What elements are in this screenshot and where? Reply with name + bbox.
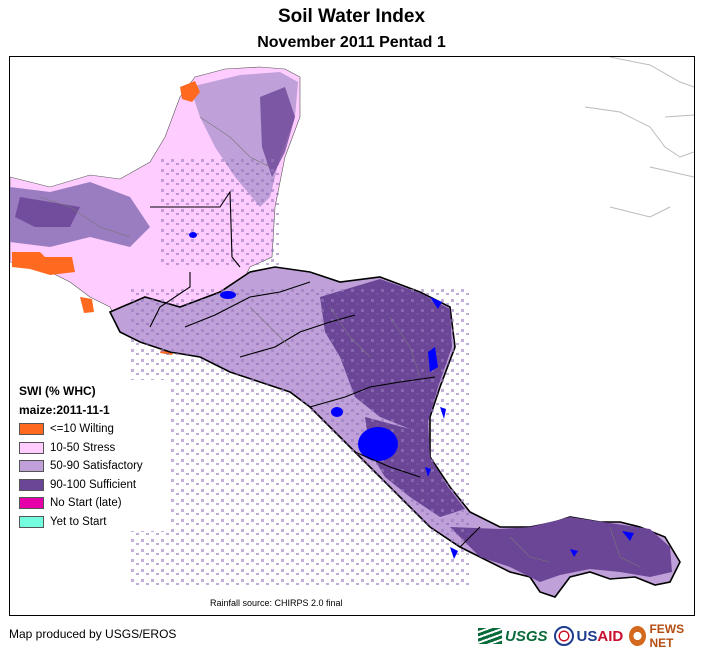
map-subtitle: November 2011 Pentad 1 — [257, 34, 446, 51]
legend-title: SWI (% WHC) — [19, 384, 96, 398]
legend-label: 10-50 Stress — [50, 441, 116, 454]
legend-item-sufficient: 90-100 Sufficient — [19, 476, 169, 495]
water-bodies — [189, 232, 634, 559]
legend-swatch — [19, 441, 44, 454]
region-west-sufficient — [15, 197, 80, 227]
usaid-text-prefix: US — [576, 627, 598, 645]
map-title: Soil Water Index — [277, 6, 426, 27]
country-boundaries — [149, 190, 481, 548]
fews-net-logo: FEWS NET — [629, 622, 703, 650]
legend-item-satisfactory: 50-90 Satisfactory — [19, 457, 169, 476]
map-credit: Map produced by USGS/EROS — [9, 627, 177, 641]
region-yucatan-sufficient — [260, 87, 295, 177]
usaid-text-suffix: AID — [597, 627, 624, 645]
admin-boundaries — [39, 116, 641, 568]
legend-item-wilting: <=10 Wilting — [19, 420, 169, 439]
legend-swatch — [19, 497, 44, 510]
legend-label: 90-100 Sufficient — [50, 478, 137, 491]
region-panama-sufficient — [450, 517, 672, 582]
legend-subtitle: maize:2011-11-1 — [19, 403, 110, 417]
caribbean-islands — [584, 57, 694, 218]
legend-swatch — [19, 515, 44, 528]
usaid-logo: USAID — [553, 626, 624, 646]
texture-yucatan — [160, 157, 280, 267]
lake-nicaragua — [358, 427, 398, 461]
map-canvas — [10, 57, 694, 598]
map-frame — [9, 56, 695, 616]
legend-label: 50-90 Satisfactory — [50, 460, 143, 473]
legend-swatch — [19, 423, 44, 436]
legend-label: <=10 Wilting — [50, 423, 114, 436]
usaid-seal-icon — [553, 626, 574, 646]
legend-item-stress: 10-50 Stress — [19, 439, 169, 458]
partner-logos: USGS USAID FEWS NET — [478, 622, 703, 650]
legend-label: No Start (late) — [50, 497, 122, 510]
legend-item-no-start: No Start (late) — [19, 494, 169, 513]
legend-item-yet-to-start: Yet to Start — [19, 513, 169, 532]
region-west-satisfactory — [10, 182, 150, 247]
usgs-mark-icon — [478, 628, 502, 644]
map-legend: SWI (% WHC) maize:2011-11-1 <=10 Wilting… — [11, 380, 169, 531]
usgs-logo: USGS — [478, 628, 548, 645]
fews-net-mark-icon — [629, 626, 647, 646]
legend-swatch — [19, 460, 44, 473]
legend-label: Yet to Start — [50, 515, 107, 528]
legend-swatch — [19, 478, 44, 491]
rainfall-source: Rainfall source: CHIRPS 2.0 final — [210, 598, 343, 608]
texture-isthmus — [130, 287, 470, 587]
